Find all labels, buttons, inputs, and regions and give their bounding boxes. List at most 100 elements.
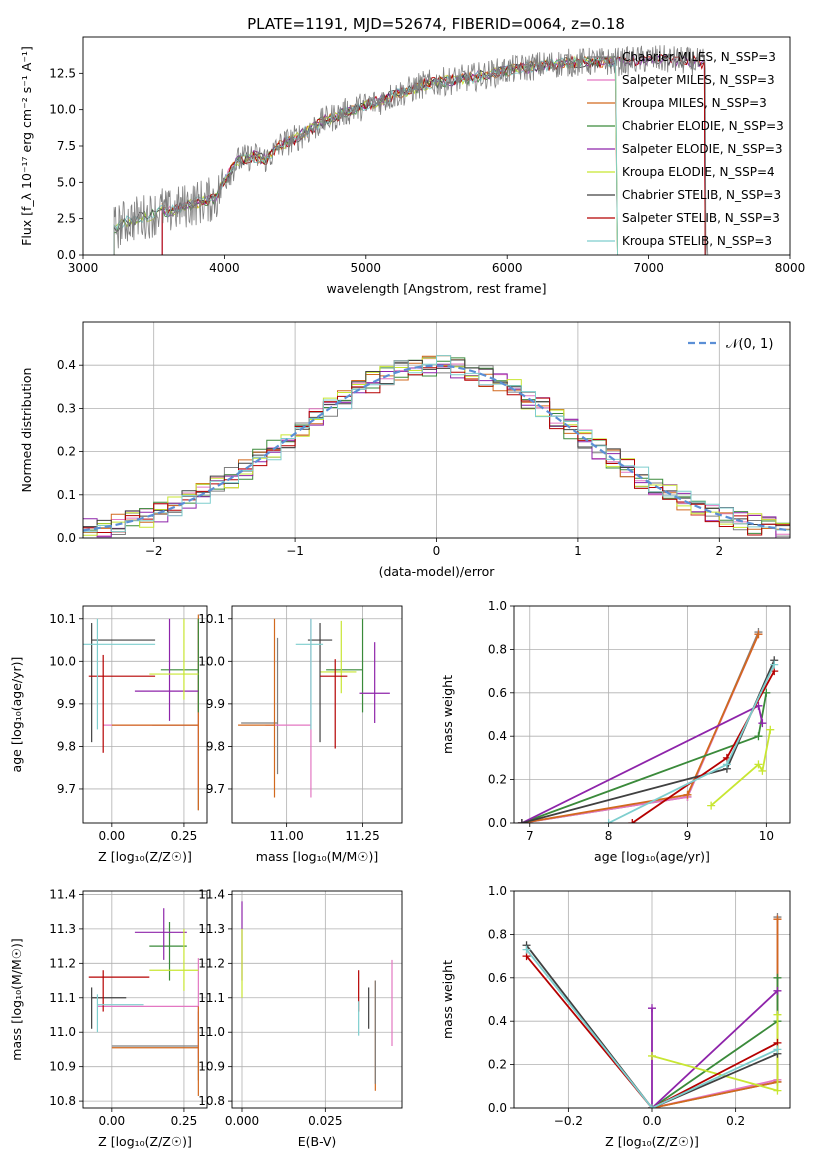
y-axis-label: mass weight — [440, 675, 455, 754]
y-tick-label: 1.0 — [488, 599, 507, 613]
y-tick-label: 0.6 — [488, 686, 507, 700]
x-tick-label: −1 — [286, 544, 304, 558]
model-spectrum — [113, 55, 618, 255]
weight-point-marker — [754, 630, 763, 639]
plot-frame — [82, 605, 208, 824]
y-tick-label: 0.3 — [57, 401, 76, 415]
legend: 𝒩(0, 1) — [688, 337, 773, 352]
x-tick-label: 10 — [759, 829, 774, 843]
weight-point-marker — [770, 660, 779, 669]
x-tick-label: 0.25 — [171, 829, 198, 843]
residual-histogram — [83, 355, 790, 533]
x-tick-label: 0.00 — [98, 1114, 125, 1128]
x-axis-label: Z [log₁₀(Z/Z☉)] — [98, 1134, 192, 1149]
weight-series-line — [525, 949, 778, 1108]
chart-marks — [517, 628, 779, 823]
y-axis-label: mass weight — [440, 960, 455, 1039]
y-tick-label: 0.0 — [57, 531, 76, 545]
y-tick-label: 9.8 — [206, 739, 225, 753]
weight-series-line — [525, 955, 778, 1108]
x-tick-label: 0 — [433, 544, 441, 558]
weight-point-marker — [758, 766, 767, 775]
y-tick-label: 11.2 — [198, 956, 225, 970]
x-axis-label: age [log₁₀(age/yr)] — [594, 849, 710, 864]
y-tick-label: 0.0 — [488, 816, 507, 830]
y-axis-label: mass [log₁₀(M/M☉)] — [9, 938, 24, 1060]
legend-label: Kroupa STELIB, N_SSP=3 — [622, 234, 772, 248]
legend: Chabrier MILES, N_SSP=3 Salpeter MILES, N… — [587, 50, 784, 248]
y-tick-label: 11.0 — [49, 1025, 76, 1039]
plot-frame — [513, 605, 791, 824]
y-tick-label: 9.8 — [57, 739, 76, 753]
x-tick-label: 0.0 — [642, 1114, 661, 1128]
weight-point-marker — [754, 760, 763, 769]
x-tick-label: 1 — [574, 544, 582, 558]
chart-residuals: −2 −1 0 1 2 0.0 0.1 0.2 0.3 0.4 (data-model)/error… — [19, 321, 791, 579]
weight-point-marker — [773, 986, 782, 995]
weight-point-marker — [648, 1004, 656, 1013]
y-tick-label: 5.0 — [57, 175, 76, 189]
chart-marks — [113, 45, 709, 255]
plot-frame — [231, 890, 403, 1109]
x-tick-label: −2 — [145, 544, 163, 558]
y-tick-label: 0.0 — [57, 248, 76, 262]
y-tick-label: 0.8 — [488, 927, 507, 941]
plot-frame — [82, 36, 791, 256]
x-tick-label: 4000 — [209, 261, 240, 275]
x-tick-label: 9 — [684, 829, 692, 843]
weight-point-marker — [773, 1010, 782, 1019]
y-tick-label: 0.4 — [488, 729, 507, 743]
legend-label: Chabrier ELODIE, N_SSP=3 — [622, 119, 784, 133]
y-tick-label: 11.3 — [49, 922, 76, 936]
model-spectrum — [113, 55, 618, 255]
chart-weight-vs-age: 7 8 9 10 0.0 0.2 0.4 0.6 0.8 1.0 age [log₁₀(age/yr… — [440, 599, 791, 864]
x-tick-label: 0.000 — [225, 1114, 259, 1128]
y-axis-label: age [log₁₀(age/yr)] — [9, 657, 24, 773]
x-axis-label: E(B-V) — [298, 1134, 337, 1149]
weight-point-marker — [604, 819, 613, 823]
weight-series-line — [608, 664, 776, 823]
x-tick-label: 11.00 — [269, 829, 303, 843]
y-tick-label: 0.0 — [488, 1101, 507, 1115]
y-tick-label: 12.5 — [49, 66, 76, 80]
chart-marks — [238, 618, 390, 798]
y-tick-label: 10.0 — [198, 654, 225, 668]
weight-point-marker — [754, 732, 763, 741]
normal-curve — [83, 364, 790, 532]
weight-series-line — [525, 944, 778, 1108]
model-spectrum — [113, 55, 618, 255]
residual-histogram — [83, 359, 790, 530]
x-axis-label: Z [log₁₀(Z/Z☉)] — [605, 1134, 699, 1149]
x-tick-label: 7 — [526, 829, 534, 843]
y-tick-label: 0.4 — [488, 1014, 507, 1028]
y-tick-label: 10.0 — [49, 654, 76, 668]
weight-point-marker — [517, 819, 526, 823]
y-tick-label: 11.3 — [198, 922, 225, 936]
y-tick-label: 11.1 — [198, 991, 225, 1005]
y-tick-label: 0.4 — [57, 358, 76, 372]
x-tick-label: 5000 — [351, 261, 382, 275]
x-tick-label: 3000 — [68, 261, 99, 275]
legend-label: Salpeter STELIB, N_SSP=3 — [622, 211, 780, 225]
weight-point-marker — [762, 688, 771, 697]
weight-series-line — [710, 729, 772, 807]
observed-spectrum — [113, 45, 709, 255]
y-tick-label: 11.4 — [49, 887, 76, 901]
weight-series-line — [651, 990, 779, 1108]
x-tick-label: 6000 — [492, 261, 523, 275]
legend-label: Salpeter ELODIE, N_SSP=3 — [622, 142, 783, 156]
chart-panels: 3000 4000 5000 6000 7000 80000.02.55.07.510.0… — [9, 36, 806, 1149]
x-tick-label: 11.25 — [345, 829, 379, 843]
weight-point-marker — [648, 1051, 656, 1060]
y-tick-label: 9.7 — [206, 782, 225, 796]
weight-point-marker — [522, 945, 531, 954]
x-tick-label: 8000 — [775, 261, 806, 275]
y-tick-label: 10.0 — [49, 103, 76, 117]
weight-point-marker — [773, 973, 782, 982]
y-axis-label: Flux [f_λ 10⁻¹⁷ erg cm⁻² s⁻¹ A⁻¹] — [19, 46, 34, 246]
weight-point-marker — [766, 725, 775, 734]
chart-weight-vs-Z: −0.2 0.0 0.2 0.0 0.2 0.4 0.6 0.8 1.0 Z [log₁₀(Z/Z… — [440, 884, 791, 1149]
y-tick-label: 10.1 — [198, 612, 225, 626]
legend-label: 𝒩(0, 1) — [726, 337, 773, 352]
